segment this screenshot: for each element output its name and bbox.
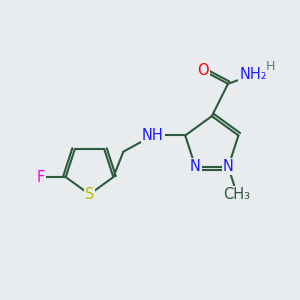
Text: S: S bbox=[85, 187, 94, 202]
Text: F: F bbox=[37, 169, 45, 184]
Text: NH: NH bbox=[142, 128, 164, 143]
Text: CH₃: CH₃ bbox=[224, 187, 250, 202]
Text: H: H bbox=[266, 60, 275, 73]
Text: NH₂: NH₂ bbox=[239, 68, 267, 82]
Text: N: N bbox=[223, 159, 234, 174]
Text: O: O bbox=[197, 63, 209, 78]
Text: N: N bbox=[190, 159, 201, 174]
